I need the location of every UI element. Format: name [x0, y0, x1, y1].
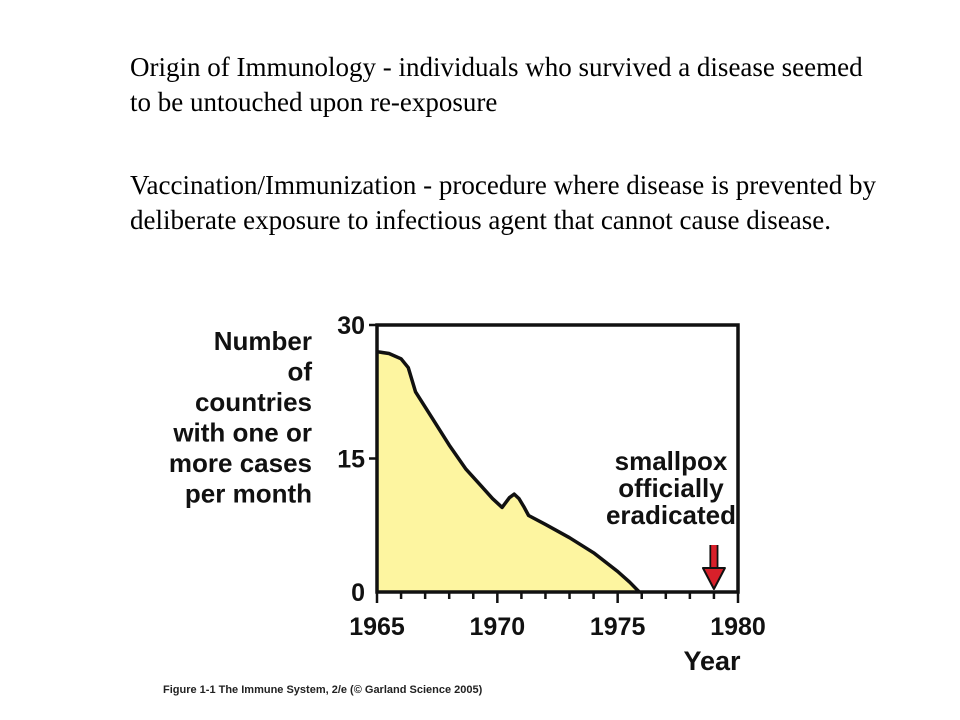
y-axis-label-line: per month — [185, 479, 312, 509]
series-area — [377, 351, 640, 592]
axis-ticks: 0 15 30 1965 1970 1975 1980 Year — [337, 312, 766, 676]
y-tick-label-0: 0 — [351, 579, 365, 607]
series-line — [376, 349, 641, 594]
x-tick-label-1980: 1980 — [710, 613, 766, 641]
x-axis-label: Year — [683, 646, 741, 676]
x-tick-label-1965: 1965 — [349, 613, 405, 641]
paragraph-vaccination: Vaccination/Immunization - procedure whe… — [130, 170, 876, 235]
y-axis-label-line: Number — [214, 326, 312, 356]
figure-caption: Figure 1-1 The Immune System, 2/e (© Gar… — [163, 684, 483, 696]
x-tick-label-1970: 1970 — [470, 613, 526, 641]
y-axis-label-line: with one or — [172, 418, 312, 448]
arrow-head — [701, 567, 726, 590]
annotation-line: eradicated — [606, 500, 736, 530]
y-axis-label-line: of — [287, 357, 312, 387]
annotation-line: smallpox — [615, 446, 728, 476]
annotation-line: officially — [618, 473, 724, 503]
y-axis-label-line: more cases — [169, 448, 312, 478]
paragraph-origin-of-immunology: Origin of Immunology - individuals who s… — [130, 52, 863, 117]
x-tick-label-1975: 1975 — [590, 613, 646, 641]
y-tick-label-15: 15 — [337, 446, 365, 474]
y-axis-label-line: countries — [195, 387, 312, 417]
y-tick-label-30: 30 — [337, 312, 365, 340]
